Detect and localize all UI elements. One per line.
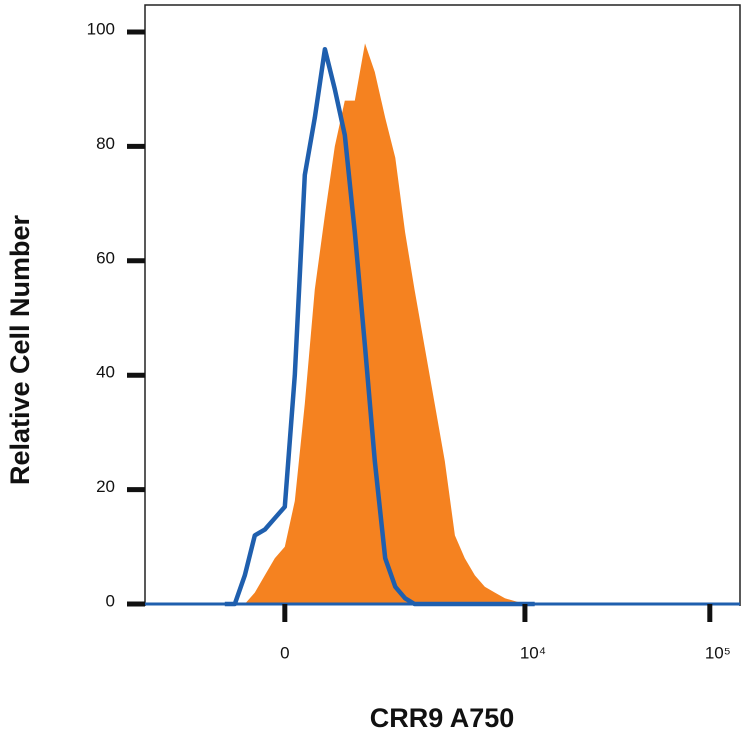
- x-tick-label: 10⁴: [520, 643, 546, 662]
- x-tick-label: 0: [280, 643, 289, 662]
- y-axis-title: Relative Cell Number: [5, 214, 35, 485]
- x-tick-label: 10⁵: [705, 643, 731, 662]
- y-tick-label: 40: [96, 363, 115, 382]
- y-tick-label: 60: [96, 248, 115, 267]
- y-tick-label: 0: [106, 591, 115, 610]
- y-tick-label: 80: [96, 134, 115, 153]
- plot-frame: [144, 4, 741, 606]
- x-axis-title: CRR9 A750: [370, 703, 515, 733]
- y-tick-label: 20: [96, 477, 115, 496]
- histogram-area: [224, 43, 535, 604]
- y-tick-label: 100: [87, 19, 115, 38]
